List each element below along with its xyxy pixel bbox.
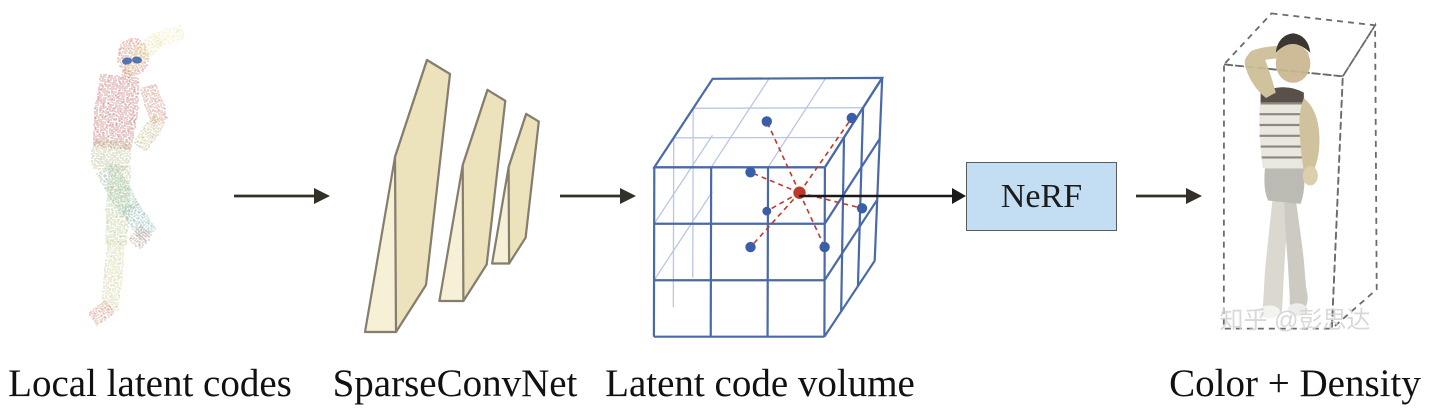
svg-text:知乎 @彭思达: 知乎 @彭思达 — [1219, 307, 1370, 334]
